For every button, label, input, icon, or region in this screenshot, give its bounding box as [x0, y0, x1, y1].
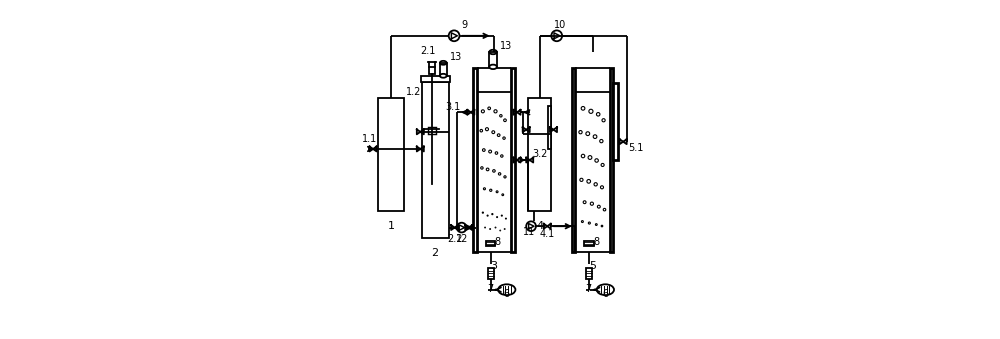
Bar	[421, 76, 450, 82]
Text: 8: 8	[593, 237, 599, 246]
Text: 13: 13	[500, 41, 512, 51]
Bar	[489, 52, 497, 67]
Bar	[572, 68, 575, 252]
Ellipse shape	[440, 74, 447, 78]
Bar	[428, 126, 436, 134]
Bar	[429, 67, 435, 75]
Text: 5.1: 5.1	[628, 143, 643, 153]
Text: 9: 9	[462, 20, 468, 30]
Bar	[586, 268, 592, 279]
Text: 3.1: 3.1	[445, 102, 460, 112]
Text: 2.1: 2.1	[421, 46, 436, 56]
Bar	[584, 241, 594, 246]
Bar	[486, 241, 495, 246]
Text: 7: 7	[487, 284, 493, 294]
Text: 1.1: 1.1	[362, 134, 377, 144]
Text: 8: 8	[495, 237, 501, 246]
Text: 6: 6	[602, 289, 608, 299]
Text: 11: 11	[523, 227, 535, 237]
Bar	[528, 98, 551, 211]
Bar	[610, 68, 613, 252]
Bar	[378, 98, 404, 211]
Bar	[488, 268, 494, 279]
Text: 13: 13	[450, 52, 462, 62]
Bar	[440, 63, 447, 76]
Text: 6: 6	[504, 289, 510, 299]
Text: 3: 3	[490, 261, 497, 272]
Text: 1: 1	[388, 221, 395, 231]
Bar	[548, 106, 551, 149]
Bar	[473, 68, 477, 252]
Text: 7: 7	[585, 284, 592, 294]
Text: 3.2: 3.2	[532, 149, 548, 159]
Text: 2: 2	[432, 248, 439, 258]
Bar	[422, 82, 449, 238]
Text: 1.2: 1.2	[405, 87, 421, 97]
Bar	[511, 68, 515, 252]
Ellipse shape	[489, 65, 497, 69]
Text: 5: 5	[589, 261, 596, 272]
Text: 10: 10	[554, 20, 566, 30]
Text: 4: 4	[536, 221, 543, 231]
Text: 2.2: 2.2	[447, 235, 462, 244]
Text: 12: 12	[455, 235, 468, 244]
Bar	[613, 83, 618, 160]
Text: 4.1: 4.1	[540, 229, 555, 239]
